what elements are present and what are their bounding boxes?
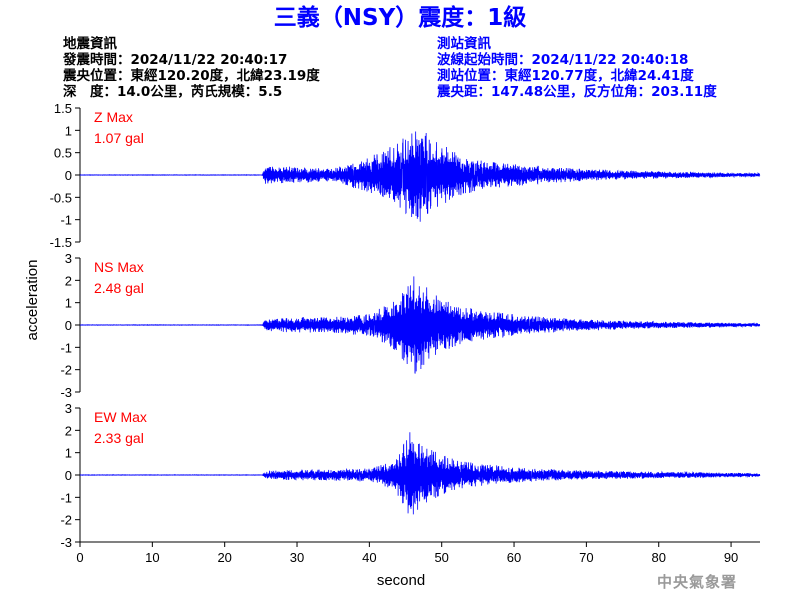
y-tick-label: -3 [60, 535, 72, 550]
y-tick-label: -1.5 [50, 235, 72, 250]
y-tick-label: -2 [60, 363, 72, 378]
y-axis-label: acceleration [24, 260, 41, 341]
max-title-ns: NS Max [94, 259, 144, 275]
station-location: 測站位置：東經120.77度，北緯24.41度 [437, 68, 694, 84]
waveform-z [79, 131, 761, 222]
x-axis-label: second [377, 572, 425, 589]
earthquake-info-block: 地震資訊 發震時間：2024/11/22 20:40:17 震央位置：東經120… [63, 36, 320, 100]
y-tick-label: 3 [65, 251, 72, 266]
x-tick-label: 80 [651, 550, 665, 565]
station-info-heading: 測站資訊 [437, 36, 491, 52]
y-tick-label: 2 [65, 423, 72, 438]
max-title-z: Z Max [94, 109, 133, 125]
y-tick-label: 3 [65, 401, 72, 416]
x-tick-label: 50 [434, 550, 448, 565]
y-tick-label: 0 [65, 318, 72, 333]
chart-title: 三義（NSY）震度：1級 [273, 5, 527, 31]
y-tick-label: 1 [65, 446, 72, 461]
epicenter-location: 震央位置：東經120.20度，北緯23.19度 [63, 68, 320, 84]
y-tick-label: -1 [60, 213, 72, 228]
y-tick-label: -3 [60, 385, 72, 400]
max-value-ns: 2.48 gal [94, 280, 144, 296]
x-tick-label: 20 [217, 550, 231, 565]
y-tick-label: 1 [65, 123, 72, 138]
x-tick-label: 70 [579, 550, 593, 565]
agency-credit: 中央氣象署 [657, 573, 738, 591]
y-tick-label: 2 [65, 273, 72, 288]
y-tick-label: 0.5 [54, 146, 72, 161]
waveform-ns [79, 276, 761, 374]
y-tick-label: 0 [65, 168, 72, 183]
depth-magnitude: 深 度：14.0公里，芮氏規模：5.5 [63, 84, 283, 100]
waveform-ew [79, 432, 761, 515]
y-tick-label: -0.5 [50, 190, 72, 205]
x-tick-label: 0 [76, 550, 83, 565]
origin-time: 發震時間：2024/11/22 20:40:17 [63, 52, 288, 68]
y-tick-label: 1.5 [54, 101, 72, 116]
max-value-z: 1.07 gal [94, 130, 144, 146]
y-tick-label: -1 [60, 490, 72, 505]
y-tick-label: 0 [65, 468, 72, 483]
x-tick-label: 60 [507, 550, 521, 565]
max-value-ew: 2.33 gal [94, 430, 144, 446]
y-tick-label: -1 [60, 340, 72, 355]
x-tick-label: 30 [290, 550, 304, 565]
wave-start-time: 波線起始時間：2024/11/22 20:40:18 [437, 52, 689, 68]
x-tick-label: 40 [362, 550, 376, 565]
earthquake-info-heading: 地震資訊 [63, 36, 117, 52]
x-tick-label: 10 [145, 550, 159, 565]
station-info-block: 測站資訊 波線起始時間：2024/11/22 20:40:18 測站位置：東經1… [437, 36, 717, 100]
y-tick-label: -2 [60, 513, 72, 528]
distance-azimuth: 震央距：147.48公里，反方位角：203.11度 [437, 84, 717, 100]
x-tick-label: 90 [724, 550, 738, 565]
y-tick-label: 1 [65, 296, 72, 311]
max-title-ew: EW Max [94, 409, 147, 425]
